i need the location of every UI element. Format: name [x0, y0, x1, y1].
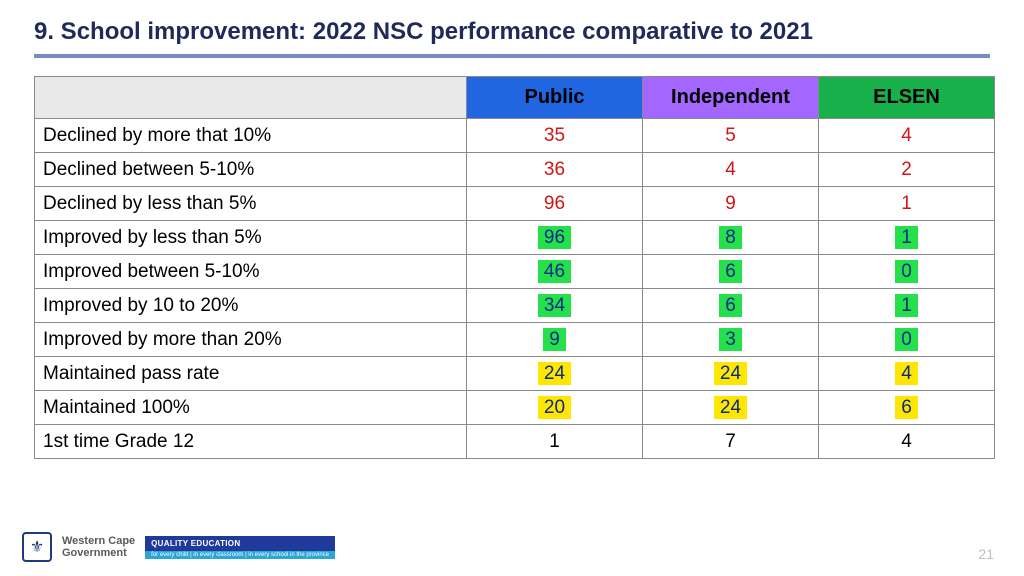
table-row: Maintained 100%20246 [35, 391, 995, 425]
cell-value: 20 [467, 391, 643, 425]
table-header-row: Public Independent ELSEN [35, 77, 995, 119]
table-row: Improved by more than 20%930 [35, 323, 995, 357]
title-rule [34, 54, 990, 58]
cell-value: 24 [643, 391, 819, 425]
cell-value: 1 [819, 221, 995, 255]
row-label: Declined by less than 5% [35, 187, 467, 221]
crest-icon: ⚜ [22, 532, 52, 562]
cell-value: 96 [467, 187, 643, 221]
table-row: Maintained pass rate24244 [35, 357, 995, 391]
cell-value: 1 [819, 289, 995, 323]
cell-value: 6 [643, 255, 819, 289]
cell-value: 3 [643, 323, 819, 357]
row-label: Improved by 10 to 20% [35, 289, 467, 323]
cell-value: 4 [819, 357, 995, 391]
row-label: Improved by more than 20% [35, 323, 467, 357]
table-row: Improved by 10 to 20%3461 [35, 289, 995, 323]
col-public: Public [467, 77, 643, 119]
table-row: Declined between 5-10%3642 [35, 153, 995, 187]
table-row: Declined by less than 5%9691 [35, 187, 995, 221]
table-corner [35, 77, 467, 119]
row-label: Declined between 5-10% [35, 153, 467, 187]
gov-line2: Government [62, 547, 135, 559]
cell-value: 34 [467, 289, 643, 323]
cell-value: 5 [643, 119, 819, 153]
col-elsen: ELSEN [819, 77, 995, 119]
row-label: Maintained pass rate [35, 357, 467, 391]
cell-value: 1 [819, 187, 995, 221]
cell-value: 46 [467, 255, 643, 289]
cell-value: 8 [643, 221, 819, 255]
cell-value: 6 [643, 289, 819, 323]
cell-value: 6 [819, 391, 995, 425]
row-label: 1st time Grade 12 [35, 425, 467, 459]
table-row: 1st time Grade 12174 [35, 425, 995, 459]
cell-value: 4 [643, 153, 819, 187]
cell-value: 24 [643, 357, 819, 391]
cell-value: 2 [819, 153, 995, 187]
table-row: Improved between 5-10%4660 [35, 255, 995, 289]
gov-line1: Western Cape [62, 535, 135, 547]
quality-badge: QUALITY EDUCATION for every child | in e… [145, 536, 335, 559]
quality-badge-sub: for every child | in every classroom | i… [145, 551, 335, 559]
cell-value: 96 [467, 221, 643, 255]
cell-value: 1 [467, 425, 643, 459]
row-label: Declined by more that 10% [35, 119, 467, 153]
cell-value: 9 [643, 187, 819, 221]
performance-table: Public Independent ELSEN Declined by mor… [34, 76, 995, 459]
cell-value: 36 [467, 153, 643, 187]
cell-value: 4 [819, 119, 995, 153]
table-row: Declined by more that 10%3554 [35, 119, 995, 153]
cell-value: 9 [467, 323, 643, 357]
cell-value: 4 [819, 425, 995, 459]
row-label: Improved by less than 5% [35, 221, 467, 255]
row-label: Improved between 5-10% [35, 255, 467, 289]
footer: ⚜ Western Cape Government QUALITY EDUCAT… [22, 532, 335, 562]
cell-value: 24 [467, 357, 643, 391]
row-label: Maintained 100% [35, 391, 467, 425]
table-row: Improved by less than 5%9681 [35, 221, 995, 255]
cell-value: 0 [819, 255, 995, 289]
col-independent: Independent [643, 77, 819, 119]
gov-name: Western Cape Government [62, 535, 135, 559]
quality-badge-text: QUALITY EDUCATION [145, 536, 335, 551]
cell-value: 7 [643, 425, 819, 459]
cell-value: 0 [819, 323, 995, 357]
cell-value: 35 [467, 119, 643, 153]
page-title: 9. School improvement: 2022 NSC performa… [34, 18, 990, 46]
page-number: 21 [978, 546, 994, 562]
